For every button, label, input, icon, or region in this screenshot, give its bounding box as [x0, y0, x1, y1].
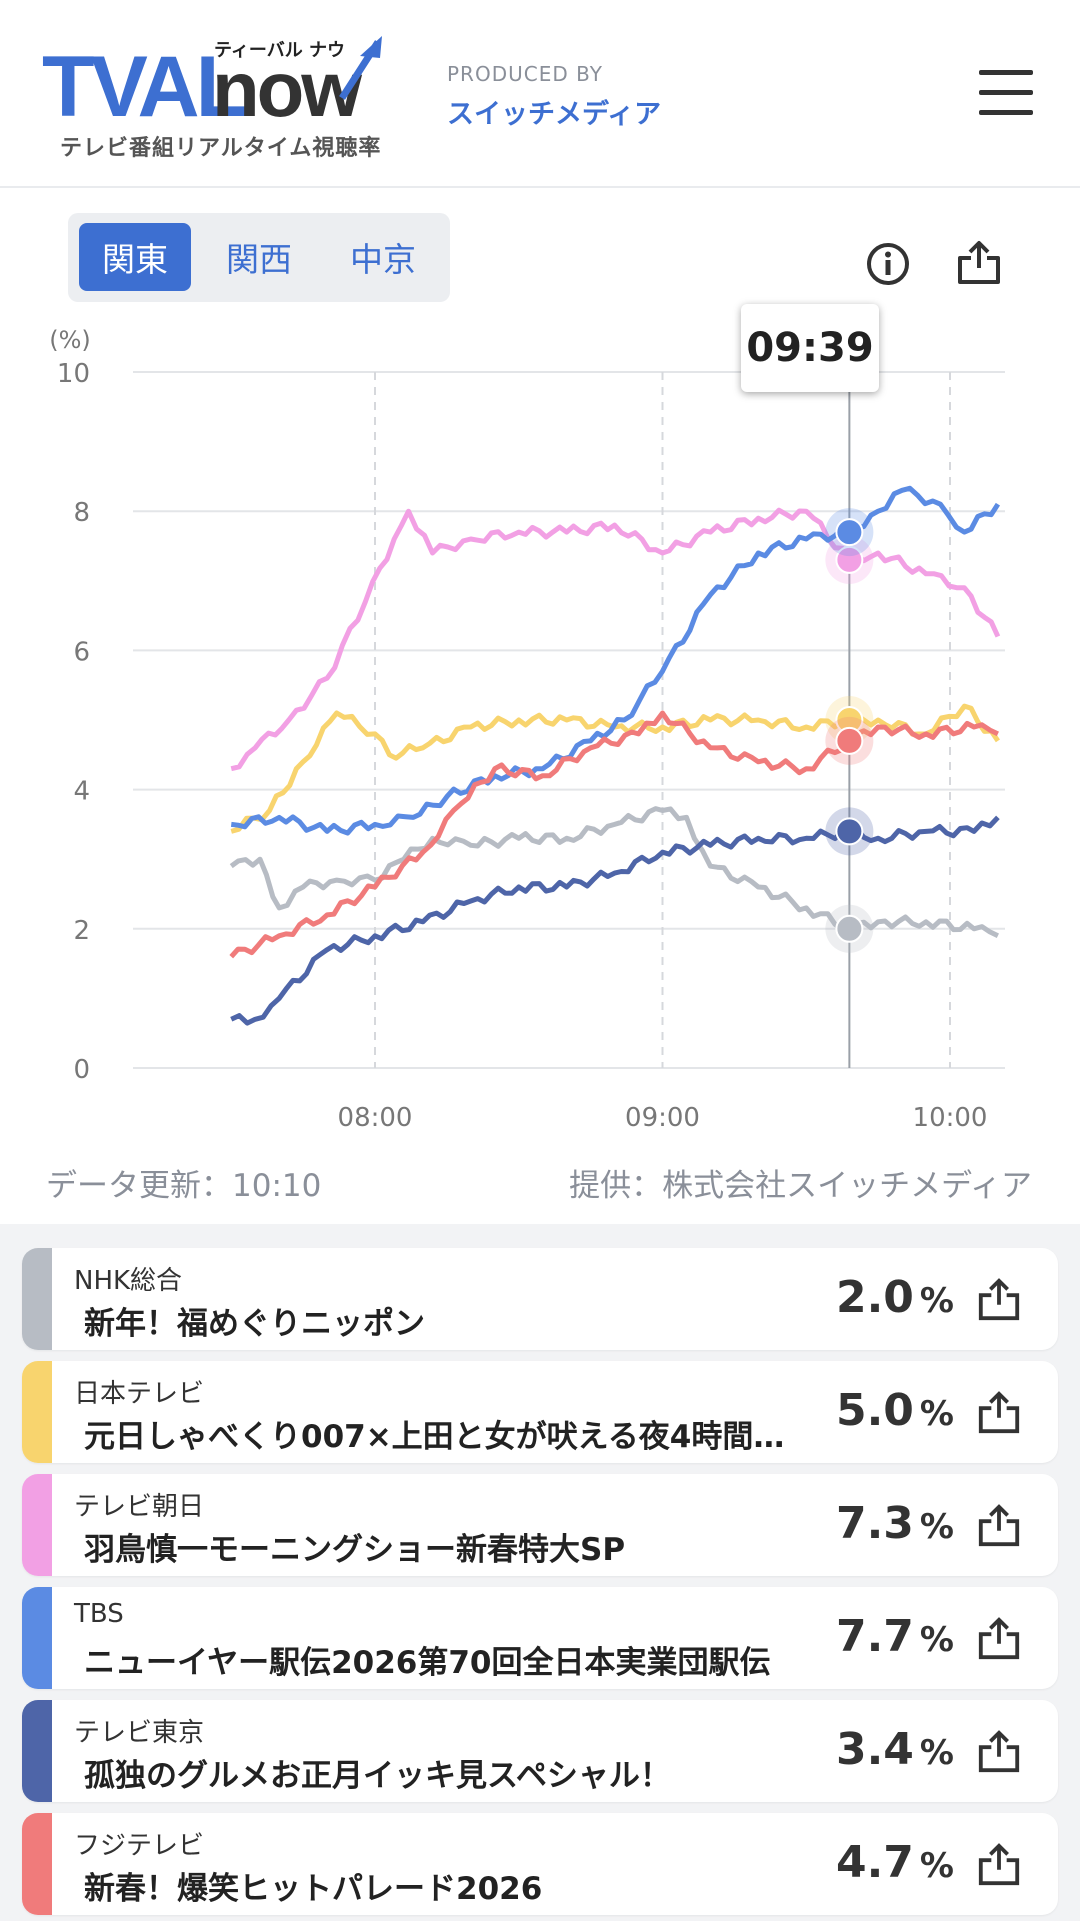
cursor-point [835, 518, 864, 547]
channel-card-fuji-tv[interactable]: フジテレビ 新春！爆笑ヒットパレード2026 4.7% [22, 1813, 1058, 1915]
x-tick-label: 08:00 [338, 1103, 413, 1130]
station-name: テレビ東京 [74, 1718, 205, 1748]
hamburger-menu-icon[interactable] [976, 66, 1036, 118]
program-title: 新年！福めぐりニッポン [84, 1306, 425, 1342]
channel-card-tv-tokyo[interactable]: テレビ東京 孤独のグルメお正月イッキ見スペシャル！ 3.4% [22, 1700, 1058, 1802]
channel-color-bar [22, 1361, 52, 1463]
channel-card-ntv[interactable]: 日本テレビ 元日しゃべくり007×上田と女が吠える夜4時間… 5.0% [22, 1361, 1058, 1463]
cursor-point [835, 817, 864, 846]
svg-text:TVAL: TVAL [42, 39, 246, 128]
share-icon[interactable] [976, 1728, 1022, 1774]
rating-value: 3.4% [835, 1724, 954, 1775]
rating-value: 2.0% [835, 1272, 954, 1323]
rating-value: 7.7% [835, 1611, 954, 1662]
program-title: 孤独のグルメお正月イッキ見スペシャル！ [84, 1758, 671, 1794]
rating-value: 5.0% [835, 1385, 954, 1436]
channel-color-bar [22, 1474, 52, 1576]
series-line [229, 806, 999, 939]
produced-by-label: PRODUCED BY [447, 62, 603, 86]
chart-footer: データ更新：10:10 提供：株式会社スイッチメディア [0, 1160, 1080, 1204]
series-line [230, 485, 1001, 836]
cursor-point [835, 914, 864, 943]
series-line [230, 507, 1001, 772]
share-icon[interactable] [955, 238, 1003, 286]
channel-card-tv-asahi[interactable]: テレビ朝日 羽鳥慎一モーニングショー新春特大SP 7.3% [22, 1474, 1058, 1576]
tab-kansai[interactable]: 関西 [226, 240, 292, 279]
tvalnow-logo[interactable]: TVAL now ティーバル ナウ テレビ番組リアルタイム視聴率 [42, 28, 394, 163]
channel-color-bar [22, 1248, 52, 1350]
cursor-point [835, 726, 864, 755]
y-tick-label: 8 [73, 498, 90, 528]
y-tick-label: 4 [73, 777, 90, 807]
program-title: ニューイヤー駅伝2026第70回全日本実業団駅伝 [84, 1645, 771, 1681]
station-name: テレビ朝日 [74, 1492, 205, 1522]
station-name: フジテレビ [74, 1831, 205, 1861]
x-tick-label: 09:00 [625, 1103, 700, 1130]
channel-card-tbs[interactable]: TBS ニューイヤー駅伝2026第70回全日本実業団駅伝 7.7% [22, 1587, 1058, 1689]
tab-kanto[interactable]: 関東 [79, 223, 191, 291]
ratings-line-chart[interactable]: 0 2 4 6 8 10 (%) 08:00 09:00 10:00 [0, 300, 1080, 1130]
series-line [230, 815, 1000, 1026]
program-title: 新春！爆笑ヒットパレード2026 [84, 1871, 543, 1907]
channel-color-bar [22, 1587, 52, 1689]
logo-subtitle: テレビ番組リアルタイム視聴率 [60, 136, 382, 161]
program-title: 羽鳥慎一モーニングショー新春特大SP [84, 1532, 626, 1568]
station-name: TBS [74, 1599, 124, 1629]
company-name[interactable]: スイッチメディア [447, 99, 662, 130]
data-updated-label: データ更新：10:10 [46, 1168, 322, 1204]
share-icon[interactable] [976, 1615, 1022, 1661]
y-tick-label: 0 [73, 1055, 90, 1085]
region-tabs: 関東 関西 中京 [68, 213, 450, 302]
info-icon[interactable] [865, 241, 911, 287]
channel-list: NHK総合 新年！福めぐりニッポン 2.0% 日本テレビ 元日しゃべくり007×… [0, 1224, 1080, 1921]
y-tick-label: 10 [57, 359, 90, 389]
cursor-point [835, 545, 864, 574]
logo-wordmark: TVAL now [42, 36, 382, 128]
time-tooltip: 09:39 [741, 304, 879, 392]
y-axis-unit: (%) [49, 326, 91, 354]
svg-text:now: now [212, 45, 362, 128]
station-name: NHK総合 [74, 1266, 183, 1296]
program-title: 元日しゃべくり007×上田と女が吠える夜4時間… [84, 1419, 785, 1455]
rating-value: 7.3% [835, 1498, 954, 1549]
share-icon[interactable] [976, 1389, 1022, 1435]
x-tick-label: 10:00 [913, 1103, 988, 1130]
y-tick-label: 2 [73, 916, 90, 946]
channel-color-bar [22, 1700, 52, 1802]
share-icon[interactable] [976, 1276, 1022, 1322]
share-icon[interactable] [976, 1502, 1022, 1548]
y-tick-label: 6 [73, 637, 90, 667]
channel-card-nhk[interactable]: NHK総合 新年！福めぐりニッポン 2.0% [22, 1248, 1058, 1350]
series-line [229, 710, 999, 959]
tab-chukyo[interactable]: 中京 [350, 240, 416, 279]
logo-kana: ティーバル ナウ [214, 40, 346, 61]
station-name: 日本テレビ [74, 1379, 205, 1409]
provider-label: 提供：株式会社スイッチメディア [569, 1168, 1032, 1204]
rating-value: 4.7% [835, 1837, 954, 1888]
share-icon[interactable] [976, 1841, 1022, 1887]
channel-color-bar [22, 1813, 52, 1915]
app-header: TVAL now ティーバル ナウ テレビ番組リアルタイム視聴率 PRODUCE… [0, 0, 1080, 188]
